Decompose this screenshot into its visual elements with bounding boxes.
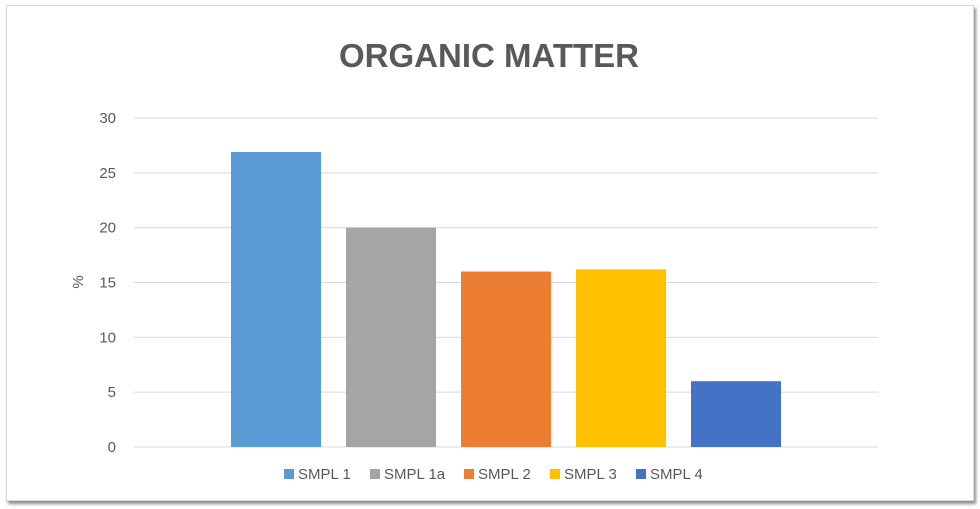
bar-smpl-2 bbox=[461, 271, 551, 447]
y-axis-label: % bbox=[70, 275, 87, 288]
legend-label: SMPL 2 bbox=[478, 466, 531, 483]
legend-swatch bbox=[636, 469, 646, 479]
legend-label: SMPL 4 bbox=[650, 466, 703, 483]
y-tick-label: 25 bbox=[99, 165, 116, 182]
legend-label: SMPL 1a bbox=[384, 466, 446, 483]
bars bbox=[231, 151, 781, 447]
y-tick-label: 20 bbox=[99, 220, 116, 237]
y-tick-label: 5 bbox=[108, 384, 116, 401]
legend-swatch bbox=[370, 469, 380, 479]
bar-smpl-1a bbox=[346, 227, 436, 447]
legend-swatch bbox=[464, 469, 474, 479]
legend-label: SMPL 3 bbox=[564, 466, 617, 483]
legend-swatch bbox=[550, 469, 560, 479]
y-tick-label: 0 bbox=[108, 439, 116, 456]
legend: SMPL 1 SMPL 1a SMPL 2 SMPL 3 SMPL 4 bbox=[284, 466, 703, 483]
bar-smpl-1 bbox=[231, 151, 321, 447]
bar-smpl-4 bbox=[691, 381, 781, 447]
legend-label: SMPL 1 bbox=[298, 466, 351, 483]
y-axis-ticks: 0 5 10 15 20 25 30 bbox=[99, 110, 116, 456]
bar-smpl-3 bbox=[576, 269, 666, 447]
chart-frame: ORGANIC MATTER 0 5 10 15 20 25 30 % SMPL 1 SMPL… bbox=[6, 5, 974, 501]
legend-swatch bbox=[284, 469, 294, 479]
y-tick-label: 10 bbox=[99, 329, 116, 346]
y-tick-label: 30 bbox=[99, 110, 116, 127]
y-tick-label: 15 bbox=[99, 275, 116, 292]
chart-title: ORGANIC MATTER bbox=[339, 37, 639, 74]
